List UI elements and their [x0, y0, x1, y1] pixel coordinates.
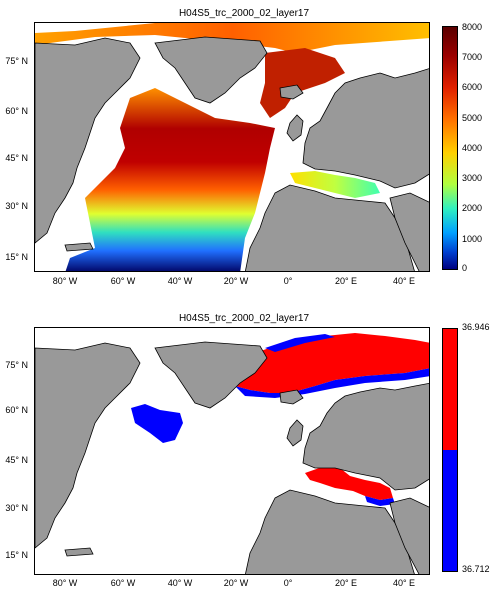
map1-colorbar-tick: 4000	[462, 143, 483, 153]
map2-med-red	[305, 466, 393, 500]
map1-lon-label: 80° W	[52, 276, 78, 286]
map1-lon-label: 60° W	[110, 276, 136, 286]
map1-colorbar-tick: 6000	[462, 82, 483, 92]
map1-title: H04S5_trc_2000_02_layer17	[178, 8, 310, 19]
map2-arctic-blue	[235, 368, 429, 398]
map1-atlantic-field	[65, 88, 275, 271]
map2-lon-label: 0°	[283, 578, 293, 588]
map2-lat-label: 30° N	[5, 503, 28, 513]
map2-svg	[35, 328, 429, 574]
map2-colorbar-tick: 36.946	[462, 322, 490, 332]
map2-land	[35, 341, 429, 574]
map1-lat-label: 45° N	[5, 153, 28, 163]
map1-colorbar-tick: 2000	[462, 203, 483, 213]
map2-field	[131, 333, 429, 506]
map1-land	[35, 36, 429, 271]
map2-colorbar	[442, 328, 458, 572]
map1-lat-label: 30° N	[5, 201, 28, 211]
map2-lon-label: 20° W	[223, 578, 249, 588]
map1-colorbar-tick: 8000	[462, 22, 483, 32]
map2-lat-label: 45° N	[5, 455, 28, 465]
map1-arctic-field	[35, 23, 429, 53]
map2-med-blue	[365, 496, 395, 506]
map2-lat-label: 75° N	[5, 360, 28, 370]
map1-nordic-field	[260, 48, 345, 118]
map2-plot[interactable]	[34, 327, 430, 575]
map1-med-field	[290, 171, 380, 198]
map1-plot[interactable]	[34, 22, 430, 272]
map2-lon-label: 60° W	[110, 578, 136, 588]
map1-lon-label: 0°	[283, 276, 293, 286]
map1-lon-label: 20° W	[223, 276, 249, 286]
map1-svg	[35, 23, 429, 271]
map2-lon-label: 80° W	[52, 578, 78, 588]
map1-lon-label: 40° E	[392, 276, 416, 286]
map1-lon-label: 40° W	[167, 276, 193, 286]
map2-lat-label: 15° N	[5, 550, 28, 560]
map1-colorbar-tick: 3000	[462, 173, 483, 183]
map1-lat-label: 75° N	[5, 56, 28, 66]
map1-colorbar	[442, 26, 458, 270]
map1-lat-label: 15° N	[5, 252, 28, 262]
map2-lat-label: 60° N	[5, 405, 28, 415]
map2-arctic-blue-top	[265, 334, 335, 352]
map1-colorbar-tick: 0	[462, 263, 468, 273]
map1-colorbar-tick: 5000	[462, 113, 483, 123]
map2-colorbar-tick: 36.712	[462, 564, 490, 574]
map1-colorbar-tick: 7000	[462, 52, 483, 62]
map1-lon-label: 20° E	[334, 276, 358, 286]
map2-lon-label: 40° E	[392, 578, 416, 588]
map2-lon-label: 20° E	[334, 578, 358, 588]
map1-lat-label: 60° N	[5, 106, 28, 116]
map2-labrador-blue	[131, 404, 183, 443]
map2-lon-label: 40° W	[167, 578, 193, 588]
map1-colorbar-tick: 1000	[462, 234, 483, 244]
map2-title: H04S5_trc_2000_02_layer17	[178, 313, 310, 324]
